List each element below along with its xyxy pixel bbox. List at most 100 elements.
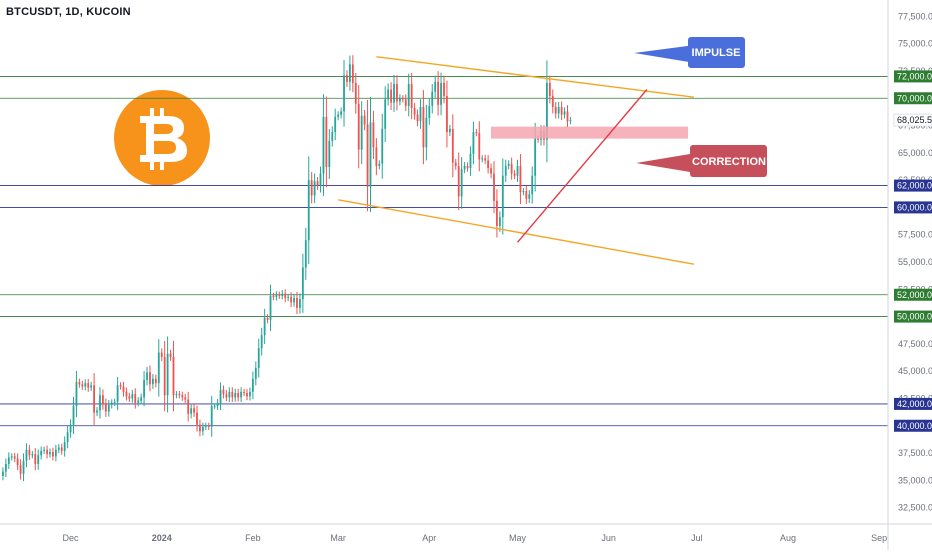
candle-body — [25, 449, 28, 461]
candle-body — [398, 98, 401, 102]
candle-body — [548, 82, 551, 97]
level-price-tag — [894, 288, 932, 301]
candle-body — [134, 394, 137, 403]
candle-body — [40, 450, 43, 456]
candle-body — [163, 356, 166, 396]
candle-body — [96, 410, 98, 413]
candle-body — [275, 294, 278, 297]
candle-body — [43, 449, 46, 451]
current-price-tag — [893, 113, 932, 127]
candle-body — [334, 116, 337, 133]
candle-body — [428, 105, 431, 118]
candle-body — [466, 165, 469, 169]
candle-body — [269, 295, 272, 320]
level-price-tag — [894, 92, 932, 105]
level-price-tag — [894, 397, 932, 410]
candle-body — [128, 396, 131, 399]
candle-body — [31, 454, 34, 456]
candle-body — [46, 449, 48, 455]
candle-body — [75, 382, 78, 407]
candle-body — [443, 82, 445, 97]
candle-body — [81, 384, 84, 387]
resistance-zone — [491, 126, 689, 139]
y-tick-label: 35,000.0 — [898, 475, 932, 485]
level-price-label: 62,000.0 — [897, 181, 932, 191]
candle-body — [478, 133, 481, 160]
candle-body — [216, 402, 219, 407]
candle-body — [137, 400, 140, 403]
candle-body — [78, 382, 81, 385]
level-price-tag — [894, 70, 932, 83]
candle-body — [481, 158, 484, 160]
candle-body — [125, 391, 128, 397]
x-tick-label: Jun — [601, 533, 616, 543]
channel-lower-line — [338, 199, 695, 265]
candle-body — [4, 463, 7, 472]
candle-body — [331, 132, 334, 141]
candle-body — [196, 412, 198, 425]
candle-body — [122, 386, 125, 392]
candle-body — [519, 165, 522, 193]
y-tick-label: 47,500.0 — [898, 339, 932, 349]
candle-body — [119, 385, 122, 387]
candle-body — [228, 391, 231, 398]
candle-body — [110, 402, 113, 406]
level-price-label: 50,000.0 — [897, 312, 932, 322]
candle-body — [425, 117, 428, 148]
x-tick-label: Aug — [780, 533, 796, 543]
candle-body — [507, 163, 510, 166]
candle-body — [431, 91, 434, 106]
candle-body — [157, 352, 160, 384]
correction-label: CORRECTION — [692, 156, 766, 168]
candle-body — [378, 163, 381, 166]
candle-body — [87, 383, 90, 388]
candle-body — [151, 378, 154, 385]
candle-body — [413, 108, 416, 115]
candle-body — [84, 383, 87, 387]
level-price-label: 72,000.0 — [897, 71, 932, 81]
candle-body — [143, 379, 145, 398]
y-tick-label: 55,000.0 — [898, 257, 932, 267]
candle-body — [496, 200, 498, 226]
candle-body — [22, 460, 25, 474]
candle-body — [37, 455, 40, 464]
candle-body — [316, 181, 319, 186]
level-price-label: 60,000.0 — [897, 202, 932, 212]
candle-body — [493, 173, 495, 201]
candle-body — [322, 116, 325, 174]
candle-body — [419, 106, 422, 122]
x-tick-label: Jul — [691, 533, 703, 543]
candle-body — [351, 64, 354, 83]
candle-body — [225, 394, 228, 398]
candle-body — [463, 165, 466, 170]
candle-body — [90, 385, 93, 388]
candle-body — [446, 96, 448, 133]
candle-body — [293, 298, 295, 303]
candle-body — [246, 393, 248, 397]
trendline — [516, 89, 648, 243]
candle-body — [416, 114, 419, 122]
candle-body — [240, 391, 243, 398]
y-tick-label: 65,000.0 — [898, 148, 932, 158]
candle-body — [504, 165, 507, 176]
candle-body — [166, 353, 169, 396]
y-tick-label: 77,500.0 — [898, 11, 932, 21]
candle-body — [304, 240, 307, 268]
candle-body — [175, 394, 178, 396]
candle-body — [348, 64, 351, 82]
candle-body — [160, 352, 163, 357]
candle-body — [287, 296, 290, 299]
candle-body — [57, 447, 60, 450]
candle-body — [113, 401, 116, 403]
candle-body — [210, 406, 213, 427]
candle-body — [102, 395, 104, 404]
candle-body — [401, 98, 404, 100]
candle-body — [184, 397, 187, 400]
impulse-callout[interactable]: IMPULSE — [634, 37, 745, 68]
candle-body — [63, 442, 66, 451]
channel-upper-line — [376, 56, 695, 98]
correction-callout[interactable]: CORRECTION — [636, 145, 767, 177]
candle-body — [454, 162, 457, 166]
candle-body — [243, 391, 245, 393]
